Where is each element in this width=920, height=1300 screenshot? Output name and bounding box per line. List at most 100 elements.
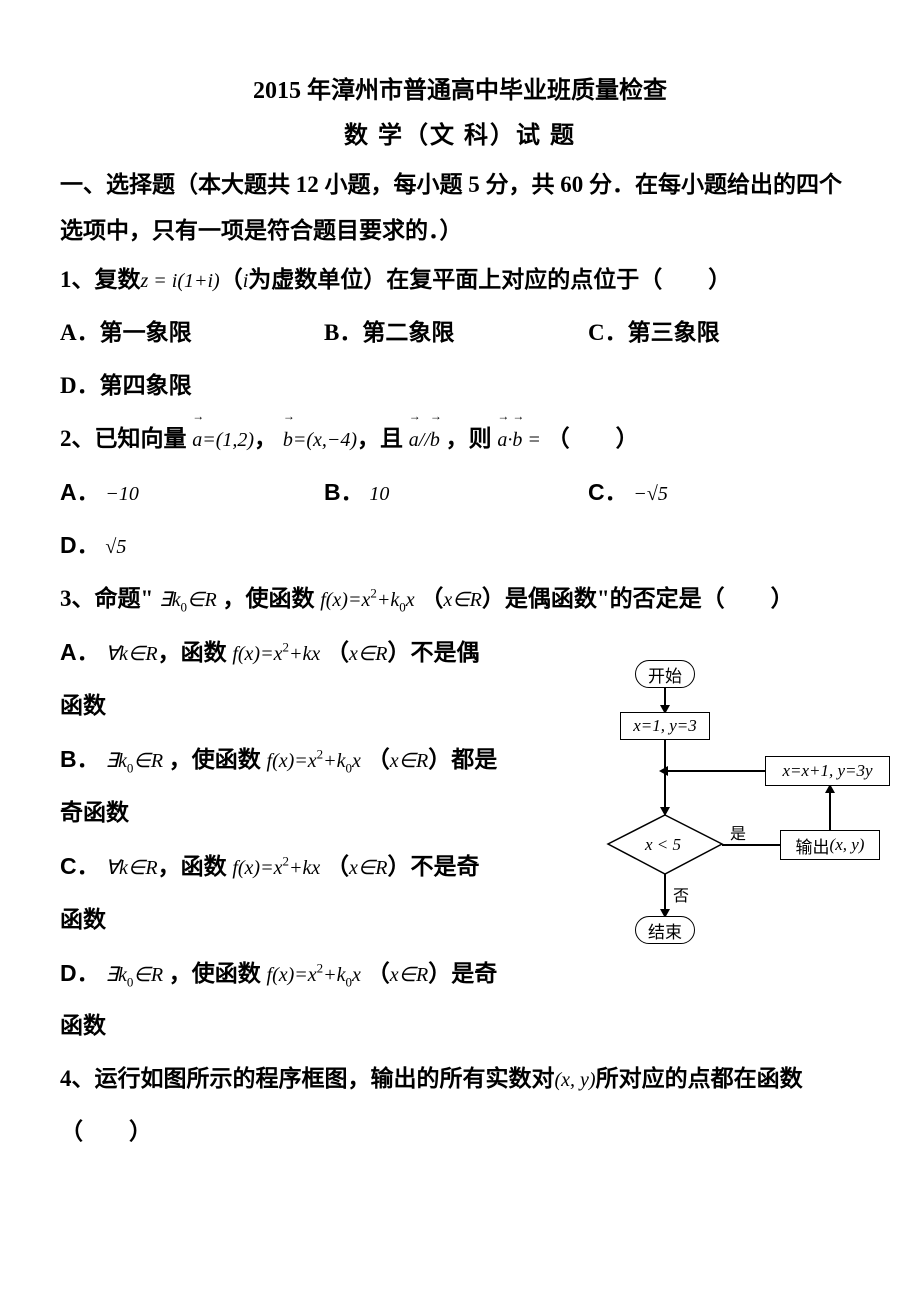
q3-inr: ∈R: [187, 589, 217, 611]
fc-no-label: 否: [673, 882, 689, 906]
q3b-q: ∃k: [105, 750, 127, 772]
q3-xtail: x: [406, 589, 415, 611]
fc-end: 结束: [635, 916, 695, 944]
q3-comma: ，使函数: [222, 586, 314, 611]
q2-opta-lbl: A．: [60, 479, 100, 505]
q3-opt-c: C． ∀k∈R，函数 f(x)=x2+kx （x∈R）不是奇: [60, 840, 620, 894]
q4-num: 4、: [60, 1066, 95, 1091]
q3-exists: ∃k: [159, 589, 181, 611]
q3a-pl: （: [326, 640, 349, 665]
question-1: 1、复数z = i(1+i)（i为虚数单位）在复平面上对应的点位于（ ）: [60, 254, 860, 307]
q3c-fx: f(x)=x: [232, 857, 282, 879]
exam-subtitle: 数 学（文 科）试 题: [60, 115, 860, 150]
q2-opt-c: C． −√5: [588, 466, 852, 520]
q2-c1: ，: [254, 426, 277, 451]
fc-output: 输出(x, y): [780, 830, 880, 860]
exam-title: 2015 年漳州市普通高中毕业班质量检查: [60, 70, 860, 105]
fc-output-l: 输出: [796, 833, 830, 858]
q3a-q: ∀k∈R: [105, 643, 157, 665]
q3d-xr: x∈R: [390, 964, 429, 986]
q3b-t3: 奇函数: [60, 787, 620, 840]
q2-opt-d: D． √5: [60, 519, 860, 573]
q3-opt-a: A． ∀k∈R，函数 f(x)=x2+kx （x∈R）不是偶: [60, 626, 620, 680]
q3c-t2: ）不是奇: [387, 854, 479, 879]
fc-cond: x < 5: [645, 835, 681, 855]
q2-par: //: [419, 429, 430, 451]
q2-c2: ，且: [357, 426, 403, 451]
q3-text-a: 命题": [95, 586, 154, 611]
q3d-q: ∃k: [105, 964, 127, 986]
q2-optd-lbl: D．: [60, 532, 100, 558]
fc-line-yes: [722, 844, 782, 846]
q3-opt-b: B． ∃k0∈R ，使函数 f(x)=x2+k0x （x∈R）都是: [60, 733, 620, 787]
fc-line-up: [829, 790, 831, 830]
q3c-plus: +kx: [289, 857, 320, 879]
q3a-t2: ）不是偶: [387, 640, 479, 665]
q3c-xr: x∈R: [349, 857, 388, 879]
q3a-plus: +kx: [289, 643, 320, 665]
q3-pl: （: [420, 586, 443, 611]
q3c-t3: 函数: [60, 894, 620, 947]
q3c-q: ∀k∈R: [105, 857, 157, 879]
q2-optb-lbl: B．: [324, 479, 364, 505]
q3d-plus: +k: [323, 964, 345, 986]
q3-plus: +k: [377, 589, 399, 611]
q2-vec-a2: a: [409, 417, 419, 463]
q3d-t1: ，使函数: [169, 961, 261, 986]
fc-start: 开始: [635, 660, 695, 688]
q2-vec-b1: b: [283, 417, 293, 463]
q1-opt-a: A．第一象限: [60, 307, 324, 360]
q3a-t3: 函数: [60, 680, 620, 733]
q3d-fx: f(x)=x: [267, 964, 317, 986]
fc-line-back: [665, 770, 765, 772]
q1-options: A．第一象限 B．第二象限 C．第三象限 D．第四象限: [60, 307, 860, 413]
q1-num: 1、: [60, 267, 95, 292]
q2-vec-a1: a: [192, 417, 202, 463]
question-3: 3、命题" ∃k0∈R ，使函数 f(x)=x2+k0x （x∈R）是偶函数"的…: [60, 573, 860, 626]
q3b-fx: f(x)=x: [267, 750, 317, 772]
q3a-lbl: A．: [60, 639, 100, 665]
q1-text-b: （: [220, 267, 243, 292]
q3d-t2: ）是奇: [428, 961, 497, 986]
q3b-pl: （: [367, 747, 390, 772]
q3b-t2: ）都是: [428, 747, 497, 772]
q2-text-a: 已知向量: [95, 426, 187, 451]
q3b-plus: +k: [323, 750, 345, 772]
q3-num: 3、: [60, 586, 95, 611]
q3b-inr: ∈R: [133, 750, 163, 772]
q3-xinr: x∈R: [443, 589, 482, 611]
q1-text-a: 复数: [95, 267, 141, 292]
q2-vec-b3: b: [512, 417, 522, 463]
q2-opta-v: −10: [105, 483, 139, 505]
q3b-t1: ，使函数: [169, 747, 261, 772]
q3c-t1: ，函数: [158, 854, 227, 879]
fc-arrow-back: [659, 766, 668, 776]
q3d-lbl: D．: [60, 960, 100, 986]
q1-text-c: 为虚数单位）在复平面上对应的点位于（ ）: [248, 267, 731, 292]
q3a-t1: ，函数: [158, 640, 227, 665]
q3d-pl: （: [367, 961, 390, 986]
q3-pr: ）是偶函数"的否定是（ ）: [482, 586, 794, 611]
q3c-lbl: C．: [60, 853, 100, 879]
q1-opt-b: B．第二象限: [324, 307, 588, 360]
q3a-xr: x∈R: [349, 643, 388, 665]
fc-loop: x=x+1, y=3y: [765, 756, 890, 786]
q2-paren: （ ）: [547, 426, 639, 451]
flowchart-diagram: 开始 x=1, y=3 x < 5 是 输出(x, y) x=x+1, y=3y…: [595, 660, 890, 980]
section-heading: 一、选择题（本大题共 12 小题，每小题 5 分，共 60 分．在每小题给出的四…: [60, 162, 860, 254]
q2-opt-a: A． −10: [60, 466, 324, 520]
q2-optc-lbl: C．: [588, 479, 628, 505]
q3a-fx: f(x)=x: [232, 643, 282, 665]
q2-num: 2、: [60, 426, 95, 451]
q2-vec-b2: b: [430, 417, 440, 463]
fc-line-no: [664, 874, 666, 912]
fc-output-xy: (x, y): [830, 835, 865, 855]
q2-optd-v: √5: [105, 536, 126, 558]
q2-eq: =: [522, 429, 541, 451]
q1-opt-c: C．第三象限: [588, 307, 852, 360]
q3d-x: x: [352, 964, 361, 986]
question-4: 4、运行如图所示的程序框图，输出的所有实数对(x, y)所对应的点都在函数（ ）: [60, 1053, 860, 1159]
q1-formula: z = i(1+i): [141, 270, 220, 292]
q3b-lbl: B．: [60, 746, 100, 772]
q2-opt-b: B． 10: [324, 466, 588, 520]
